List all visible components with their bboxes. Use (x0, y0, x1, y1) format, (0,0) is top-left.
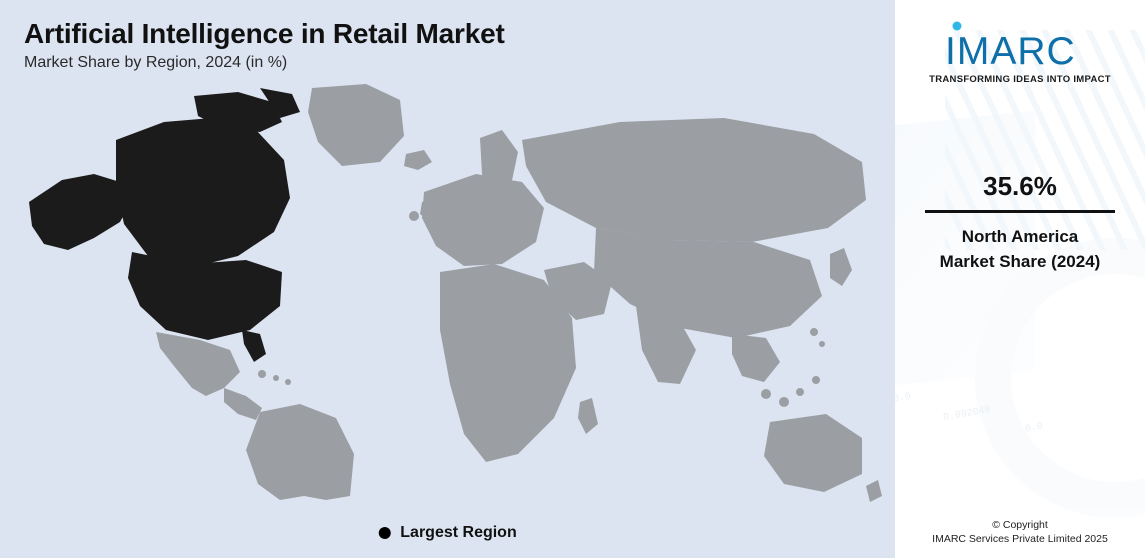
logo-wordmark: IMARC (945, 30, 1076, 72)
headline-stat: 35.6% North America Market Share (2024) (925, 171, 1115, 274)
chart-subtitle: Market Share by Region, 2024 (in %) (24, 54, 871, 72)
stat-divider (925, 210, 1115, 213)
copyright-text: © Copyright IMARC Services Private Limit… (895, 518, 1145, 546)
map-panel: Artificial Intelligence in Retail Market… (0, 0, 895, 558)
stat-value: 35.6% (925, 171, 1115, 202)
world-map (24, 82, 884, 502)
imarc-logo-icon: IMARC (945, 20, 1095, 72)
brand-logo: IMARC TRANSFORMING IDEAS INTO IMPACT (929, 20, 1111, 85)
legend-marker-icon (378, 527, 390, 539)
map-legend: Largest Region (378, 524, 516, 542)
legend-label: Largest Region (400, 524, 516, 542)
stat-caption: North America Market Share (2024) (925, 225, 1115, 274)
chart-title: Artificial Intelligence in Retail Market (24, 18, 871, 50)
side-panel: 0.0 0.892048 0.0 IMARC TRANSFORMING IDEA… (895, 0, 1145, 558)
logo-tagline: TRANSFORMING IDEAS INTO IMPACT (929, 74, 1111, 85)
region-north-america (29, 88, 300, 362)
